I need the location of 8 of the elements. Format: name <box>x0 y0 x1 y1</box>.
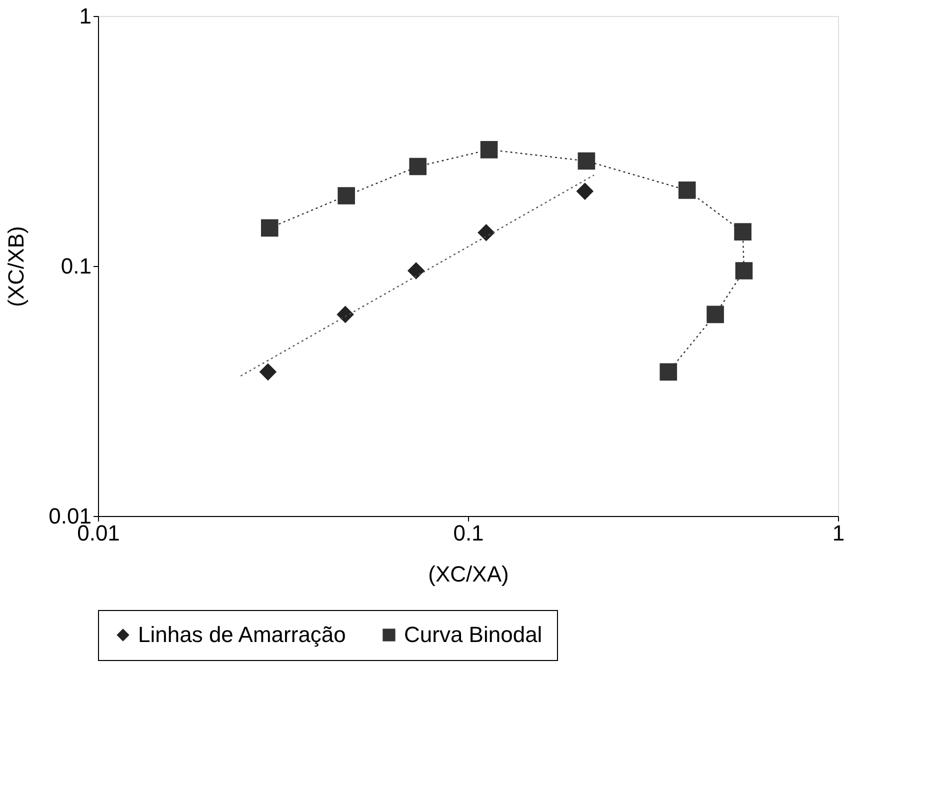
y-axis-title: (XC/XB) <box>4 226 29 307</box>
legend-label: Curva Binodal <box>404 622 542 647</box>
legend-label: Linhas de Amarração <box>138 622 346 647</box>
x-axis-title: (XC/XA) <box>428 562 509 586</box>
x-tick-label: 1 <box>832 520 845 546</box>
y-tick-label: 0.1 <box>60 254 92 278</box>
y-tick-label: 1 <box>79 4 92 28</box>
x-tick-label: 0.1 <box>453 520 484 546</box>
